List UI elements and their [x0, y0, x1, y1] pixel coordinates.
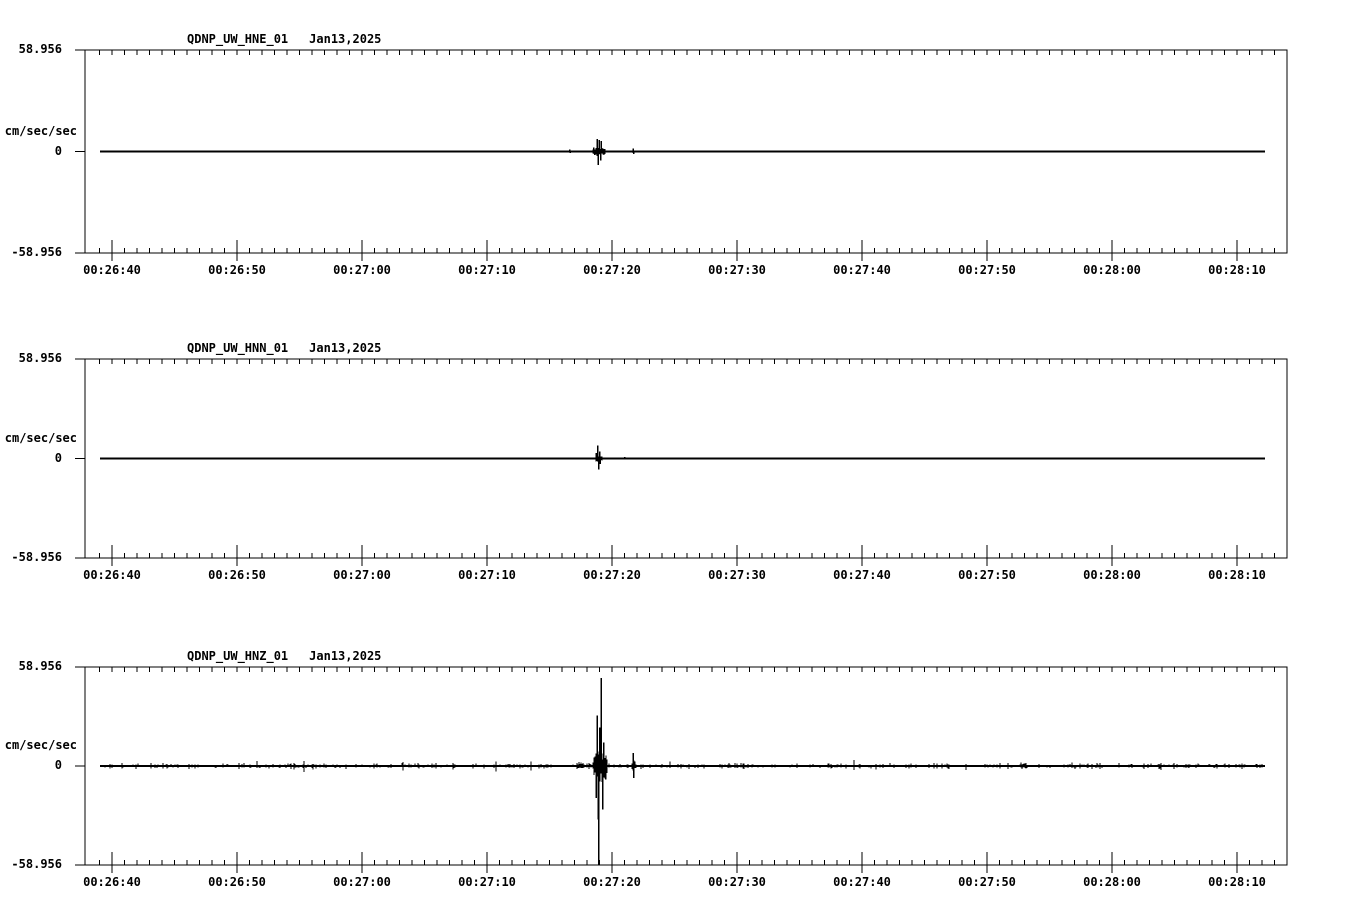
station-id: QDNP_UW_HNZ_01	[187, 649, 289, 663]
x-axis-time-label: 00:27:30	[708, 263, 766, 277]
x-axis-time-label: 00:28:10	[1208, 875, 1266, 889]
date-label: Jan13,2025	[309, 649, 382, 663]
x-axis-time-label: 00:28:00	[1083, 875, 1141, 889]
x-axis-time-label: 00:27:20	[583, 263, 641, 277]
panel-title: QDNP_UW_HNE_01 Jan13,2025	[187, 33, 607, 46]
x-axis-time-label: 00:27:40	[833, 568, 891, 582]
x-axis-time-label: 00:27:00	[333, 875, 391, 889]
x-axis-time-label: 00:27:30	[708, 568, 766, 582]
x-axis-time-label: 00:26:40	[83, 263, 141, 277]
y-axis-max-label: 58.956	[18, 351, 62, 365]
x-axis-time-label: 00:27:10	[458, 263, 516, 277]
panel-title: QDNP_UW_HNZ_01 Jan13,2025	[187, 650, 607, 663]
x-axis-time-label: 00:26:50	[208, 875, 266, 889]
station-id: QDNP_UW_HNE_01	[187, 32, 289, 46]
x-axis-time-label: 00:26:50	[208, 568, 266, 582]
y-axis-zero-label: 0	[54, 758, 62, 772]
x-axis-time-label: 00:27:10	[458, 875, 516, 889]
x-axis-time-label: 00:27:00	[333, 568, 391, 582]
panel-title: QDNP_UW_HNN_01 Jan13,2025	[187, 342, 607, 355]
x-axis-time-label: 00:27:40	[833, 263, 891, 277]
x-axis-time-label: 00:26:50	[208, 263, 266, 277]
y-axis-min-label: -58.956	[11, 550, 62, 564]
x-axis-time-label: 00:27:20	[583, 568, 641, 582]
y-axis-units-label: cm/sec/sec	[4, 123, 77, 138]
x-axis-time-label: 00:26:40	[83, 568, 141, 582]
x-axis-time-label: 00:27:00	[333, 263, 391, 277]
x-axis-time-label: 00:27:50	[958, 568, 1016, 582]
x-axis-time-label: 00:28:00	[1083, 263, 1141, 277]
y-axis-min-label: -58.956	[11, 857, 62, 871]
date-label: Jan13,2025	[309, 341, 382, 355]
y-axis-units-label: cm/sec/sec	[4, 430, 77, 445]
x-axis-time-label: 00:27:50	[958, 263, 1016, 277]
x-axis-time-label: 00:27:30	[708, 875, 766, 889]
y-axis-zero-label: 0	[54, 143, 62, 158]
x-axis-time-label: 00:27:40	[833, 875, 891, 889]
x-axis-time-label: 00:28:10	[1208, 568, 1266, 582]
waveform-noise	[102, 750, 1263, 783]
date-label: Jan13,2025	[309, 32, 382, 46]
x-axis-time-label: 00:26:40	[83, 875, 141, 889]
station-id: QDNP_UW_HNN_01	[187, 341, 289, 355]
y-axis-min-label: -58.956	[11, 245, 62, 259]
x-axis-time-label: 00:28:10	[1208, 263, 1266, 277]
x-axis-time-label: 00:27:20	[583, 875, 641, 889]
x-axis-time-label: 00:27:10	[458, 568, 516, 582]
y-axis-zero-label: 0	[54, 450, 62, 465]
x-axis-time-label: 00:28:00	[1083, 568, 1141, 582]
y-axis-max-label: 58.956	[18, 42, 62, 56]
y-axis-max-label: 58.956	[18, 659, 62, 673]
x-axis-time-label: 00:27:50	[958, 875, 1016, 889]
y-axis-units-label: cm/sec/sec	[4, 738, 77, 752]
